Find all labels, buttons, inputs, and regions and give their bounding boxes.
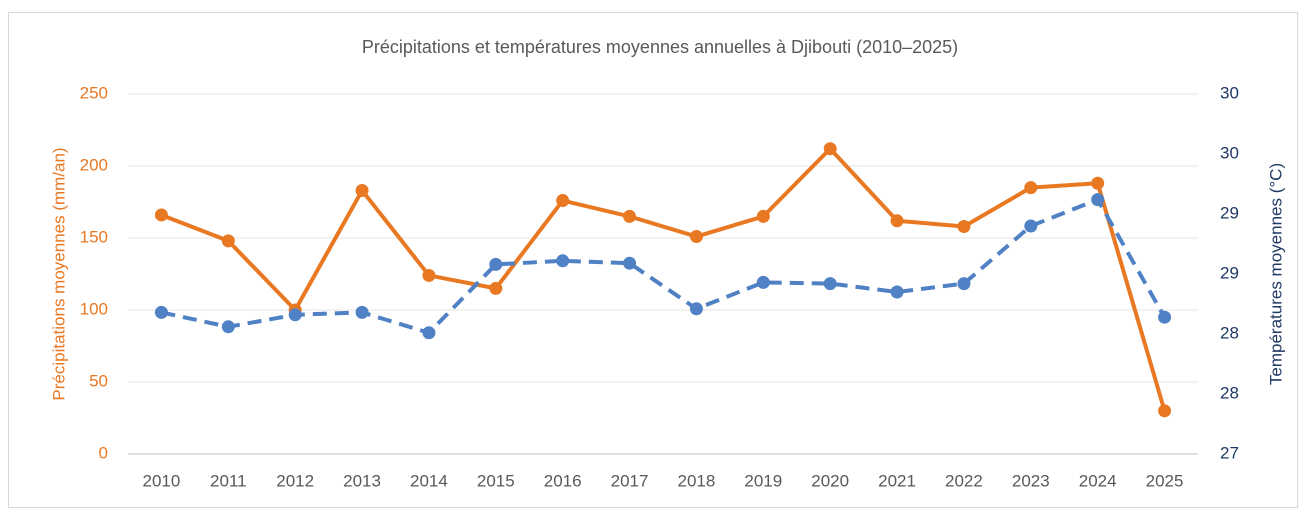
y2-tick-label: 28	[1220, 323, 1239, 342]
x-tick-label: 2025	[1146, 471, 1184, 490]
series-line	[160, 146, 1167, 412]
y-tick-label: 150	[80, 227, 108, 246]
data-point	[623, 256, 637, 270]
y-tick-label: 100	[80, 299, 108, 318]
y2-axis-title: Températures moyennes (°C)	[1266, 163, 1285, 385]
y-tick-label: 200	[80, 155, 108, 174]
x-tick-label: 2017	[611, 471, 649, 490]
data-point	[556, 254, 570, 268]
data-point	[689, 302, 703, 316]
y-tick-label: 250	[80, 83, 108, 102]
x-tick-label: 2024	[1079, 471, 1117, 490]
data-point	[1024, 181, 1038, 195]
data-point	[355, 183, 369, 197]
data-point	[422, 326, 436, 340]
x-tick-label: 2020	[811, 471, 849, 490]
data-point	[1024, 219, 1038, 233]
x-tick-label: 2021	[878, 471, 916, 490]
x-tick-label: 2023	[1012, 471, 1050, 490]
data-point	[489, 281, 503, 295]
x-tick-label: 2019	[744, 471, 782, 490]
y2-tick-label: 30	[1220, 83, 1239, 102]
data-point	[288, 308, 302, 322]
data-point	[623, 209, 637, 223]
data-point	[1091, 193, 1105, 207]
data-point	[890, 214, 904, 228]
x-tick-label: 2022	[945, 471, 983, 490]
y2-tick-label: 29	[1220, 203, 1239, 222]
x-tick-label: 2015	[477, 471, 515, 490]
data-point	[154, 305, 168, 319]
x-tick-label: 2010	[143, 471, 181, 490]
y2-tick-label: 30	[1220, 143, 1239, 162]
data-point	[689, 230, 703, 244]
x-tick-label: 2012	[276, 471, 314, 490]
chart-frame	[8, 12, 1298, 508]
y-axis-title: Précipitations moyennes (mm/an)	[49, 147, 68, 400]
data-point	[756, 275, 770, 289]
data-point	[422, 268, 436, 282]
data-point	[221, 320, 235, 334]
chart-title: Précipitations et températures moyennes …	[362, 37, 958, 57]
y-tick-label: 50	[89, 371, 108, 390]
x-tick-label: 2014	[410, 471, 448, 490]
y2-tick-label: 27	[1220, 443, 1239, 462]
data-point	[823, 142, 837, 156]
y-tick-label: 0	[99, 443, 108, 462]
data-point	[556, 194, 570, 208]
x-tick-label: 2013	[343, 471, 381, 490]
data-point	[154, 208, 168, 222]
x-tick-label: 2016	[544, 471, 582, 490]
x-tick-label: 2011	[210, 471, 247, 490]
data-point	[890, 285, 904, 299]
x-tick-label: 2018	[678, 471, 716, 490]
data-point	[756, 209, 770, 223]
data-point	[1091, 176, 1105, 190]
data-point	[823, 277, 837, 291]
data-point	[957, 219, 971, 233]
data-point	[221, 234, 235, 248]
y2-tick-label: 29	[1220, 263, 1239, 282]
data-point	[957, 277, 971, 291]
data-point	[489, 257, 503, 271]
data-point	[1158, 404, 1172, 418]
y2-tick-label: 28	[1220, 383, 1239, 402]
data-point	[1158, 310, 1172, 324]
data-point	[355, 305, 369, 319]
